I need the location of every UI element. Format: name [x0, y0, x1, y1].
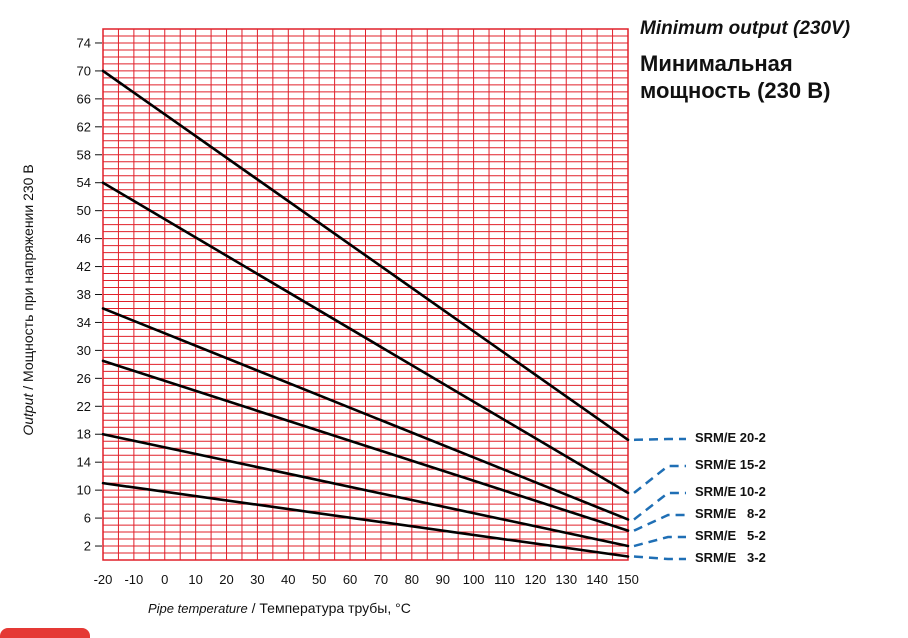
y-tick-label: 10: [77, 483, 91, 498]
x-tick-label: 20: [219, 572, 233, 587]
series-line-1: [101, 181, 630, 495]
x-axis-label: Pipe temperature / Температура трубы, °C: [148, 600, 411, 616]
y-axis-label: Output / Мощность при напряжении 230 В: [20, 164, 36, 435]
y-tick-label: 38: [77, 287, 91, 302]
x-tick-label: -20: [94, 572, 113, 587]
legend-label-srm-10-2: SRM/E 10-2: [695, 484, 766, 499]
x-tick-label: 30: [250, 572, 264, 587]
series-lines: [101, 69, 630, 558]
x-tick-label: 130: [555, 572, 577, 587]
series-line-0: [101, 69, 630, 442]
y-tick-label: 62: [77, 119, 91, 134]
x-axis-label-en: Pipe temperature: [148, 601, 248, 616]
y-tick-label: 18: [77, 427, 91, 442]
y-tick-label: 22: [77, 399, 91, 414]
x-tick-label: 80: [405, 572, 419, 587]
x-tick-label: 70: [374, 572, 388, 587]
y-tick-label: 26: [77, 371, 91, 386]
y-tick-label: 30: [77, 343, 91, 358]
series-line-4: [101, 432, 630, 548]
y-tick-label: 66: [77, 91, 91, 106]
x-tick-label: 40: [281, 572, 295, 587]
y-tick-label: 34: [77, 315, 91, 330]
y-tick-label: 74: [77, 35, 91, 50]
legend-label-srm-5-2: SRM/E 5-2: [695, 528, 766, 543]
x-tick-label: 140: [586, 572, 608, 587]
legend-label-srm-8-2: SRM/E 8-2: [695, 506, 766, 521]
series-line-3: [101, 359, 630, 532]
x-axis-label-sep: /: [251, 600, 256, 616]
chart-title-ru: Минимальная мощность (230 В): [640, 51, 831, 103]
y-tick-label: 42: [77, 259, 91, 274]
y-tick-label: 14: [77, 455, 91, 470]
x-tick-label: 0: [161, 572, 168, 587]
legend-leader-0: [633, 437, 686, 442]
y-tick-label: 54: [77, 175, 91, 190]
x-axis-label-ru: Температура трубы,: [259, 600, 392, 616]
legend-label-srm-20-2: SRM/E 20-2: [695, 430, 766, 445]
x-tick-label: 120: [525, 572, 547, 587]
x-tick-label: 150: [617, 572, 639, 587]
y-tick-label: 2: [84, 539, 91, 554]
y-axis-label-sep: /: [20, 385, 36, 390]
x-axis-unit: °C: [395, 600, 411, 616]
y-tick-label: 58: [77, 147, 91, 162]
corner-decoration: [0, 628, 90, 638]
legend-label-srm-3-2: SRM/E 3-2: [695, 550, 766, 565]
series-line-2: [101, 307, 630, 521]
legend-leader-1: [633, 464, 686, 494]
legend-leader-3: [633, 513, 686, 532]
y-tick-label: 70: [77, 63, 91, 78]
plot-frame: [102, 28, 629, 561]
x-tick-label: 90: [435, 572, 449, 587]
legend-leaders: [633, 437, 686, 561]
y-tick-label: 46: [77, 231, 91, 246]
x-tick-label: 50: [312, 572, 326, 587]
axes: 261014182226303438424650545862667074-20-…: [77, 35, 639, 587]
grid: [102, 28, 629, 561]
y-tick-label: 50: [77, 203, 91, 218]
series-line-5: [101, 481, 630, 558]
x-tick-label: -10: [124, 572, 143, 587]
legend-leader-4: [633, 535, 686, 548]
y-tick-label: 6: [84, 511, 91, 526]
x-tick-label: 100: [463, 572, 485, 587]
chart-title-en: Minimum output (230V): [640, 18, 851, 39]
y-axis-label-ru: Мощность при напряжении 230 В: [20, 164, 36, 382]
legend-leader-5: [633, 555, 686, 561]
x-tick-label: 10: [188, 572, 202, 587]
x-tick-label: 60: [343, 572, 357, 587]
x-tick-label: 110: [494, 572, 515, 587]
legend-label-srm-15-2: SRM/E 15-2: [695, 457, 766, 472]
y-axis-label-en: Output: [20, 393, 36, 436]
